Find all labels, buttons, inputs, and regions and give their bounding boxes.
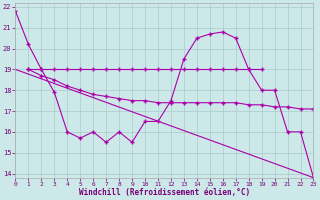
X-axis label: Windchill (Refroidissement éolien,°C): Windchill (Refroidissement éolien,°C) [79,188,250,197]
